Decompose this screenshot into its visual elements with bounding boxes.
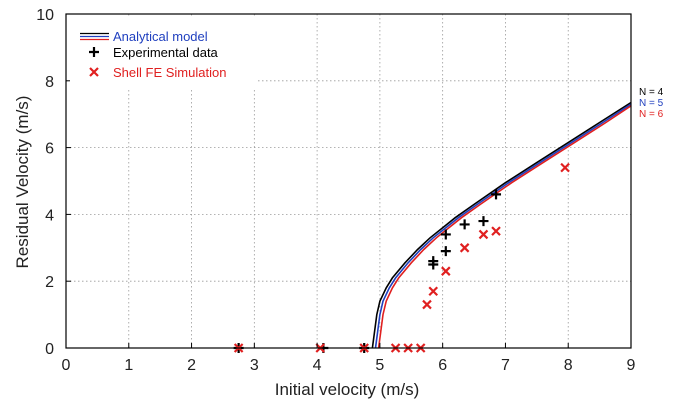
legend-label-experimental: Experimental data — [113, 45, 219, 60]
legend-item-analytical: Analytical model — [80, 29, 208, 44]
experimental-point — [491, 189, 502, 200]
legend-label-analytical: Analytical model — [113, 29, 208, 44]
x-tick-label: 3 — [250, 357, 259, 374]
simulation-point — [422, 299, 432, 310]
series-line — [374, 103, 632, 349]
y-axis-label: Residual Velocity (m/s) — [13, 96, 32, 269]
y-tick-label: 8 — [45, 74, 54, 91]
plot-series — [233, 101, 632, 353]
x-tick-label: 8 — [564, 357, 573, 374]
legend-item-experimental: Experimental data — [89, 45, 219, 60]
y-tick-label: 0 — [45, 341, 54, 358]
x-tick-label: 4 — [313, 357, 322, 374]
legend-marker-plus — [89, 47, 99, 57]
simulation-point — [428, 286, 439, 296]
plot-frame — [65, 13, 632, 349]
simulation-point — [459, 243, 470, 253]
line-labels: N = 4 N = 5 N = 6 — [639, 87, 664, 120]
experimental-point — [459, 219, 470, 230]
x-tick-label: 2 — [187, 357, 196, 374]
y-tick-label: 10 — [36, 7, 54, 24]
legend-label-simulation: Shell FE Simulation — [113, 65, 226, 80]
experimental-point — [478, 216, 489, 227]
line-label-n4: N = 4 — [639, 87, 664, 98]
simulation-point — [560, 162, 570, 173]
x-tick-label: 7 — [501, 357, 510, 374]
legend-marker-cross — [89, 67, 99, 77]
simulation-point — [441, 266, 451, 276]
simulation-point — [491, 226, 501, 236]
series-line — [371, 101, 632, 349]
line-label-n6: N = 6 — [639, 109, 664, 120]
x-tick-label: 6 — [438, 357, 447, 374]
simulation-point — [478, 229, 489, 240]
x-tick-label: 0 — [62, 357, 71, 374]
experimental-point — [440, 246, 451, 257]
x-tick-label: 1 — [124, 357, 133, 374]
x-tick-label: 9 — [627, 357, 636, 374]
axis-ticks: 0 1 2 3 4 5 6 7 8 9 0 2 4 6 8 10 — [36, 7, 635, 374]
series-line — [377, 105, 632, 349]
line-label-n5: N = 5 — [639, 98, 664, 109]
x-tick-label: 5 — [375, 357, 384, 374]
legend: Analytical model Experimental data Shell… — [70, 18, 258, 90]
experimental-point — [440, 229, 451, 240]
y-tick-label: 6 — [45, 141, 54, 158]
x-axis-label: Initial velocity (m/s) — [275, 380, 420, 399]
legend-item-simulation: Shell FE Simulation — [89, 65, 226, 80]
y-tick-label: 4 — [45, 207, 54, 224]
y-tick-label: 2 — [45, 274, 54, 291]
experimental-point — [428, 259, 439, 270]
